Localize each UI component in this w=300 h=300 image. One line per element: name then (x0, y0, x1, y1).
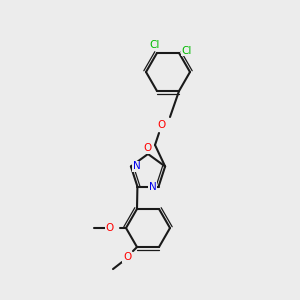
Text: O: O (106, 223, 114, 233)
Text: Cl: Cl (182, 46, 192, 56)
Text: O: O (158, 120, 166, 130)
Text: N: N (149, 182, 157, 192)
Text: Cl: Cl (150, 40, 160, 50)
Text: O: O (144, 143, 152, 153)
Text: N: N (133, 161, 141, 171)
Text: O: O (123, 252, 131, 262)
